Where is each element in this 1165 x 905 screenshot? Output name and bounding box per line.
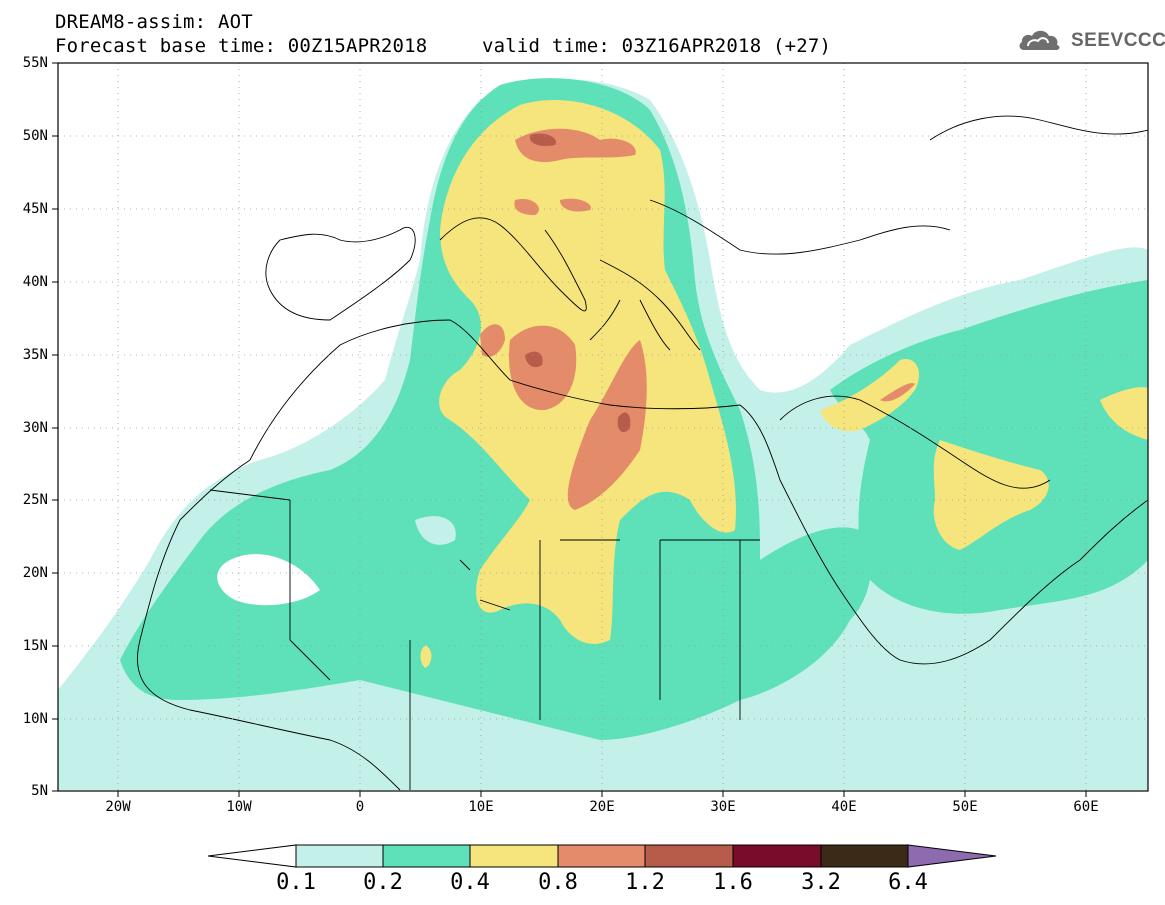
lon-label: 20W — [105, 799, 131, 815]
aot-field — [58, 63, 1148, 791]
map-title: DREAM8-assim: AOT — [55, 11, 253, 33]
axis-ticks — [52, 62, 1087, 797]
lon-label: 60E — [1073, 799, 1099, 815]
cloud-icon — [1019, 30, 1060, 50]
colorbar-swatch-0.2 — [382, 844, 471, 868]
aot-level-1.2 — [525, 133, 631, 433]
colorbar-label: 6.4 — [888, 870, 928, 895]
colorbar-swatch-3.2 — [820, 844, 909, 868]
lon-label: 30E — [710, 799, 736, 815]
lat-label: 50N — [22, 128, 48, 144]
colorbar-label: 0.2 — [363, 870, 403, 895]
colorbar-swatch-0.8 — [557, 844, 646, 868]
colorbar-swatch-0.4 — [469, 844, 559, 868]
forecast-base-time: Forecast base time: 00Z15APR2018 — [55, 35, 428, 57]
lon-label: 0 — [355, 799, 365, 815]
lon-label: 10E — [468, 799, 494, 815]
lat-label: 45N — [22, 201, 48, 217]
lat-label: 20N — [22, 565, 48, 581]
lon-label: 40E — [831, 799, 857, 815]
lat-label: 35N — [22, 347, 48, 363]
colorbar-over-triangle — [907, 844, 997, 868]
colorbar-swatch-0.1 — [295, 844, 384, 868]
map-frame — [57, 62, 1149, 792]
coastlines — [137, 115, 1148, 791]
colorbar-label: 1.6 — [713, 870, 753, 895]
valid-time: valid time: 03Z16APR2018 (+27) — [482, 35, 832, 57]
lat-label: 5N — [31, 783, 48, 799]
lat-label: 30N — [22, 420, 48, 436]
colorbar-swatch-1.2 — [644, 844, 734, 868]
colorbar-label: 3.2 — [801, 870, 841, 895]
lat-label: 40N — [22, 274, 48, 290]
colorbar-label: 0.8 — [538, 870, 578, 895]
colorbar-label: 0.1 — [276, 870, 316, 895]
colorbar-label: 1.2 — [625, 870, 665, 895]
logo-text: SEEVCCC — [1071, 30, 1165, 51]
lat-label: 15N — [22, 638, 48, 654]
colorbar-under-triangle — [207, 844, 297, 868]
graticule — [58, 63, 1148, 791]
lon-label: 10W — [226, 799, 252, 815]
lon-label: 50E — [952, 799, 978, 815]
colorbar-label: 0.4 — [450, 870, 490, 895]
aot-level-0.4 — [420, 100, 1148, 668]
lat-label: 10N — [22, 711, 48, 727]
lat-label: 25N — [22, 492, 48, 508]
colorbar-swatch-1.6 — [732, 844, 822, 868]
colorbar — [207, 844, 997, 868]
lon-label: 20E — [589, 799, 615, 815]
lat-label: 55N — [22, 55, 48, 71]
